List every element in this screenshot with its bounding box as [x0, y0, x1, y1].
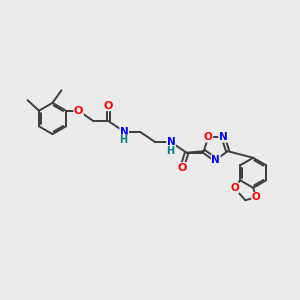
Text: N: N — [167, 137, 176, 147]
Text: H: H — [119, 135, 128, 145]
Text: N: N — [211, 155, 220, 165]
Text: O: O — [104, 100, 113, 111]
Text: N: N — [219, 132, 227, 142]
Text: O: O — [230, 183, 239, 193]
Text: N: N — [120, 127, 129, 137]
Text: O: O — [252, 192, 260, 203]
Text: O: O — [204, 132, 213, 142]
Text: O: O — [74, 106, 83, 116]
Text: O: O — [177, 163, 187, 173]
Text: H: H — [166, 146, 175, 156]
